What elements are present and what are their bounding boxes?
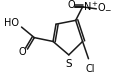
Text: O: O bbox=[97, 3, 105, 13]
Text: N: N bbox=[84, 2, 91, 12]
Text: O: O bbox=[67, 0, 75, 10]
Text: +: + bbox=[91, 1, 97, 7]
Text: Cl: Cl bbox=[86, 64, 95, 73]
Text: HO: HO bbox=[4, 18, 19, 28]
Text: O: O bbox=[19, 47, 26, 57]
Text: S: S bbox=[66, 59, 72, 69]
Text: −: − bbox=[104, 6, 110, 15]
